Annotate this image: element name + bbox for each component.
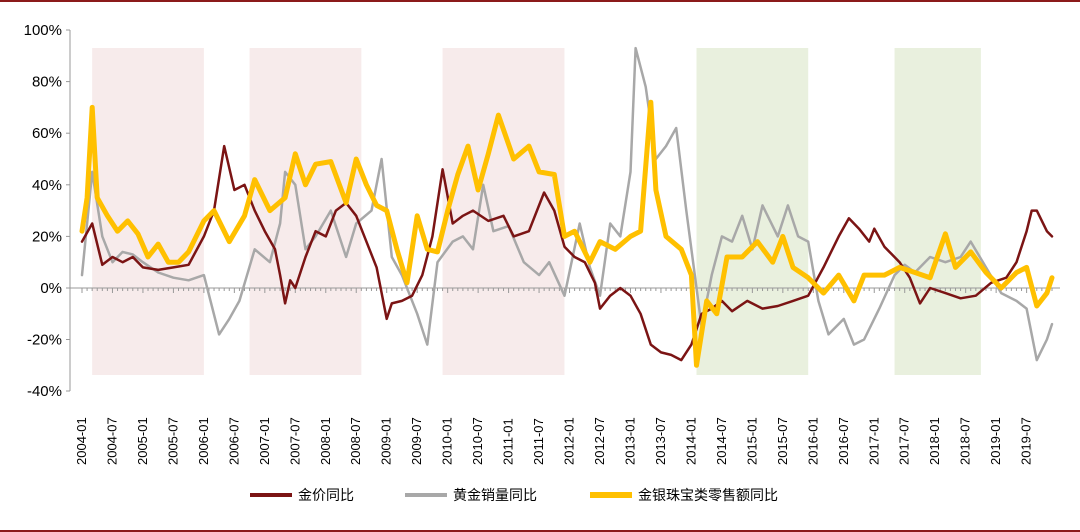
x-tick-label: 2015-01 <box>744 417 759 465</box>
y-tick-label: 20% <box>32 228 62 245</box>
x-tick-label: 2004-07 <box>104 417 119 465</box>
y-tick-label: -20% <box>27 332 62 349</box>
y-tick-label: 0% <box>40 280 62 297</box>
axes: -40% -20% 0% 20% 40% 60% 80% 100% 2004-01 2004-07… <box>24 22 1060 465</box>
x-tick-label: 2011-01 <box>501 418 516 465</box>
x-tick-label: 2018-07 <box>958 417 973 465</box>
x-tick-label: 2009-01 <box>379 417 394 465</box>
x-tick-label: 2012-01 <box>562 417 577 465</box>
x-tick-label: 2008-07 <box>348 417 363 465</box>
x-tick-label: 2004-01 <box>74 417 89 465</box>
shaded-period-0 <box>92 48 204 375</box>
x-tick-label: 2018-01 <box>927 417 942 465</box>
series-line-jewelry-retail <box>79 99 1055 368</box>
x-tick-label: 2013-01 <box>622 417 637 465</box>
y-tick-label: -40% <box>27 383 62 400</box>
x-tick-label: 2015-07 <box>775 417 790 465</box>
x-tick-label: 2014-01 <box>683 417 698 465</box>
y-tick-label: 40% <box>32 177 62 194</box>
x-tick-label: 2017-07 <box>897 417 912 465</box>
y-tick-label: 100% <box>24 22 62 39</box>
shaded-period-2 <box>442 48 565 375</box>
x-tick-label: 2019-01 <box>988 417 1003 465</box>
x-tick-label: 2011-07 <box>531 418 546 465</box>
x-tick-label: 2005-07 <box>165 417 180 465</box>
series-line-gold-sales <box>80 46 1054 362</box>
shaded-period-4 <box>894 48 981 375</box>
y-tick-label: 80% <box>32 74 62 91</box>
legend-label-jewelry-retail: 金银珠宝类零售额同比 <box>638 488 778 504</box>
x-tick-label: 2006-01 <box>196 417 211 465</box>
shaded-period-1 <box>249 48 362 375</box>
x-tick-label: 2010-01 <box>440 417 455 465</box>
y-tick-label: 60% <box>32 125 62 142</box>
series-lines <box>79 46 1055 368</box>
legend-label-gold-sales: 黄金销量同比 <box>453 487 537 504</box>
x-tick-label: 2007-01 <box>257 417 272 465</box>
legend-label-gold-price: 金价同比 <box>298 488 354 504</box>
x-tick-label: 2006-07 <box>226 417 241 465</box>
x-tick-label: 2016-01 <box>805 417 820 465</box>
series-line-gold-price <box>80 144 1054 362</box>
x-tick-label: 2012-07 <box>592 417 607 465</box>
x-tick-label: 2017-01 <box>866 417 881 465</box>
x-tick-label: 2005-01 <box>135 417 150 465</box>
legend: 金价同比 黄金销量同比 金银珠宝类零售额同比 <box>250 487 778 504</box>
x-tick-label: 2008-01 <box>318 417 333 465</box>
x-tick-label: 2014-07 <box>714 417 729 465</box>
x-tick-label: 2010-07 <box>470 417 485 465</box>
x-tick-label: 2019-07 <box>1019 417 1034 465</box>
x-tick-label: 2016-07 <box>836 417 851 465</box>
x-tick-label: 2007-07 <box>287 417 302 465</box>
x-tick-label: 2013-07 <box>653 417 668 465</box>
x-tick-label: 2009-07 <box>409 417 424 465</box>
shaded-period-3 <box>696 48 809 375</box>
